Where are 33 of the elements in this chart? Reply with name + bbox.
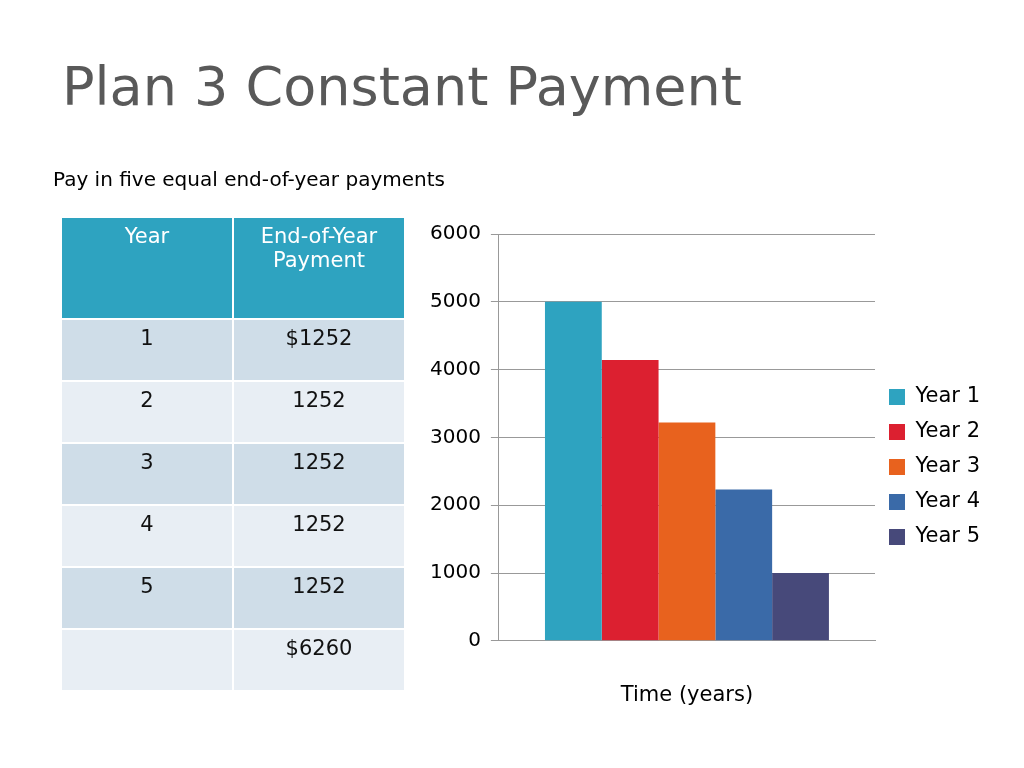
text: 5: [61, 567, 233, 629]
bar: [544, 301, 602, 641]
bar: [772, 573, 829, 641]
text: $1252: [233, 319, 405, 381]
y-tick-label: 1000: [429, 559, 481, 584]
text: Year: [61, 217, 233, 319]
text: Pay in five equal end-of-year payments: [53, 167, 445, 191]
y-tick-label: 3000: [429, 423, 481, 448]
y-tick-label: 0: [468, 627, 481, 651]
text: 1252: [233, 443, 405, 505]
text: 2: [61, 381, 233, 443]
y-tick-label: 5000: [429, 288, 481, 312]
bar: [715, 489, 773, 641]
text: End-of-Year Payment: [233, 217, 405, 319]
y-tick-label: 2000: [429, 491, 481, 516]
text: 1252: [233, 567, 405, 629]
legend-label: Year 1: [914, 383, 980, 408]
legend-label: Year 4: [914, 488, 980, 513]
legend-label: Year 2: [914, 418, 980, 443]
chart-title: Plan 3 Constant Payment: [62, 55, 742, 118]
text: $6260: [233, 629, 405, 691]
bar: [601, 360, 659, 641]
text: 3: [61, 443, 233, 505]
legend-label: Year 5: [914, 523, 980, 548]
y-tick-label: 4000: [429, 355, 481, 380]
text: 1: [61, 319, 233, 381]
bar: [658, 422, 716, 641]
legend-label: Year 3: [914, 453, 980, 478]
text: 4: [61, 505, 233, 567]
text: 1252: [233, 381, 405, 443]
y-tick-label: 6000: [429, 220, 481, 245]
x-axis-title: Time (years): [619, 681, 754, 706]
text: 1252: [233, 505, 405, 567]
